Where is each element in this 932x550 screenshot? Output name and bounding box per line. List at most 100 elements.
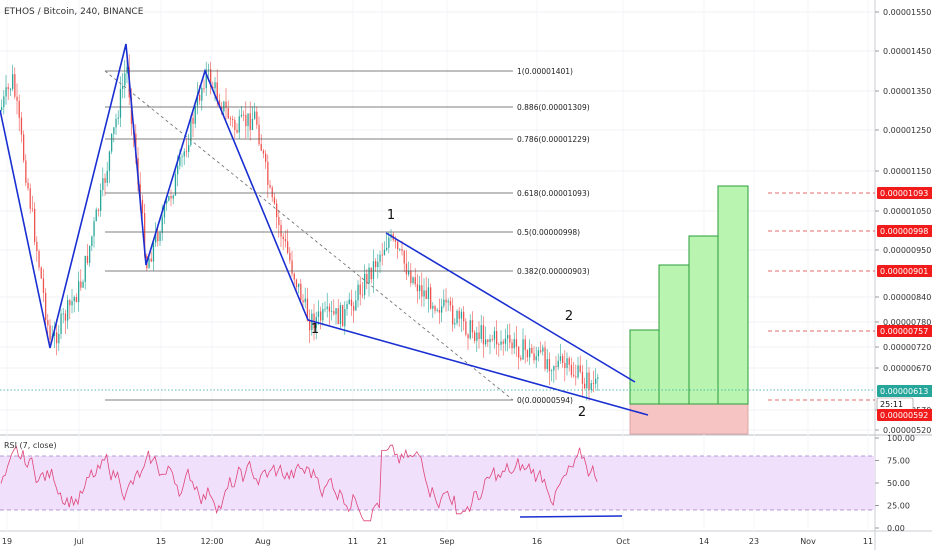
candle-body — [463, 311, 465, 322]
horizontal-price-lines — [0, 192, 875, 401]
price-tag-bg — [877, 225, 932, 237]
candle-body — [27, 182, 29, 189]
candle-body — [7, 87, 9, 90]
candle-body — [58, 334, 60, 344]
price-tag: 25:11 — [880, 400, 903, 409]
candle-body — [287, 241, 289, 253]
y-tick-label: 0.00001150 — [883, 167, 931, 176]
fib-level-label: 0.786(0.00001229) — [517, 135, 590, 144]
candle-body — [469, 320, 471, 339]
candle-body — [265, 153, 267, 162]
candle-body — [368, 267, 370, 284]
candle-body — [276, 203, 278, 218]
candle-body — [67, 300, 69, 321]
candle-body — [62, 313, 64, 315]
price-axis[interactable]: 0.00001550 0.00001450 0.00001350 0.00001250… — [875, 8, 932, 435]
candle-body — [247, 113, 249, 127]
price-tag-bg — [877, 265, 932, 277]
candle-body — [119, 88, 122, 118]
rsi-series — [0, 444, 623, 522]
candle-body — [537, 350, 540, 357]
x-tick-label: 12:00 — [200, 537, 223, 546]
candle-body — [91, 236, 93, 247]
fib-level-label: 0.886(0.00001309) — [517, 103, 590, 112]
pattern-drawing[interactable]: 1 1 2 2 — [0, 43, 649, 420]
candle-body — [328, 306, 331, 312]
target-box — [629, 329, 661, 405]
price-tag: 0.00001093 — [880, 189, 928, 198]
candle-body — [590, 383, 592, 390]
candle-body — [597, 377, 599, 379]
candle-body — [526, 350, 529, 358]
candle-body — [16, 96, 18, 101]
candle-body — [403, 250, 405, 264]
rsi-line — [0, 444, 598, 522]
candle-body — [480, 325, 482, 339]
candle-body — [595, 378, 597, 384]
rsi-divergence-line — [519, 515, 623, 518]
candle-body — [174, 174, 177, 196]
candle-body — [520, 357, 522, 360]
candle-body — [399, 249, 401, 250]
candle-body — [467, 334, 469, 339]
candle-body — [300, 283, 302, 301]
fib-level-label: 1(0.00001401) — [517, 67, 573, 76]
rsi-axis[interactable]: 100.00 75.00 50.00 25.00 0.00 — [875, 434, 915, 533]
candle-body — [293, 273, 295, 280]
candle-body — [388, 237, 390, 248]
candle-body — [557, 360, 559, 368]
candle-body — [227, 108, 229, 119]
candle-body — [80, 281, 82, 288]
x-tick-label: 21 — [377, 537, 387, 546]
time-axis[interactable]: 19 Jul 15 12:00 Aug 11 21 Sep 16 Oct 14 23 Nov 11 — [2, 537, 873, 546]
candle-body — [221, 106, 223, 112]
candle-body — [335, 308, 337, 315]
candle-body — [322, 309, 324, 321]
candle-body — [183, 151, 185, 157]
candle-body — [218, 100, 221, 107]
candle-body — [216, 82, 218, 101]
rsi-title: RSI (7, close) — [4, 441, 57, 450]
x-tick-label: 16 — [532, 537, 542, 546]
candle-body — [18, 100, 20, 118]
candle-body — [12, 74, 14, 89]
candle-body — [14, 74, 16, 97]
y-tick-label: 0.00001250 — [883, 126, 931, 135]
candle-body — [141, 199, 144, 214]
candle-body — [350, 299, 353, 307]
candle-body — [42, 278, 45, 293]
candle-body — [337, 308, 339, 325]
candle-body — [586, 372, 588, 389]
candle-body — [157, 232, 159, 242]
candle-body — [581, 371, 584, 384]
candle-body — [232, 119, 234, 120]
candle-body — [579, 365, 581, 372]
candle-body — [588, 372, 590, 390]
candle-body — [493, 331, 496, 340]
fibonacci-retracement[interactable]: 1(0.00001401) 0.886(0.00001309) 0.786(0.00… — [104, 67, 590, 405]
candle-body — [566, 358, 568, 368]
x-tick-label: 23 — [749, 537, 759, 546]
candle-body — [84, 255, 86, 282]
candle-body — [423, 290, 425, 297]
candle-body — [361, 294, 364, 296]
pattern-label: 2 — [565, 309, 573, 324]
pattern-label: 1 — [311, 322, 319, 337]
candle-body — [25, 160, 27, 183]
candle-body — [192, 117, 194, 124]
x-tick-label: 15 — [156, 537, 166, 546]
candle-body — [342, 305, 344, 327]
candle-body — [456, 310, 458, 324]
candle-body — [251, 118, 254, 130]
wedge-lower-line — [307, 319, 649, 416]
candle-body — [150, 258, 152, 262]
candle-body — [546, 359, 548, 369]
candle-body — [152, 242, 155, 262]
candle-body — [553, 366, 555, 371]
candle-body — [40, 267, 42, 279]
candle-body — [339, 305, 342, 325]
candle-body — [445, 299, 447, 303]
candle-body — [113, 127, 115, 134]
